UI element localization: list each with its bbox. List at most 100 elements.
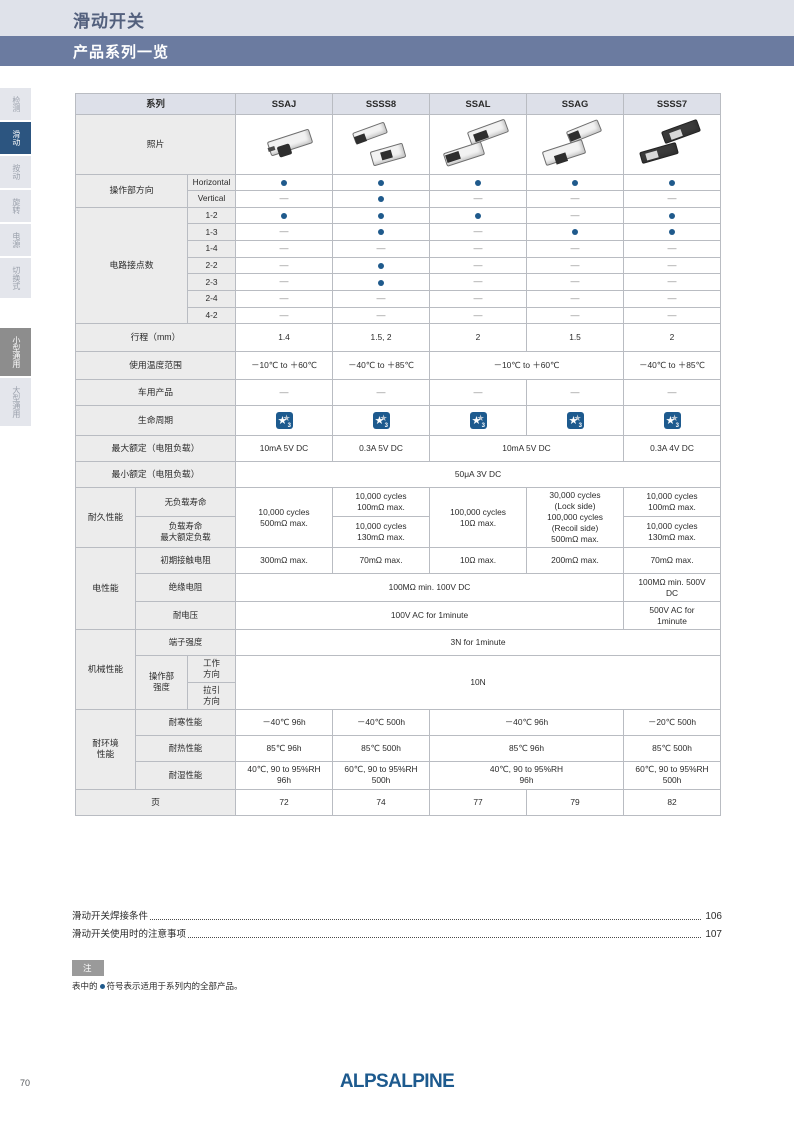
note-text-after: 符号表示适用于系列内的全部产品。 <box>106 981 243 991</box>
dash-mark: — <box>279 192 289 203</box>
cell-c23-ssss8 <box>332 273 431 292</box>
contacts-name-2-4: 2-4 <box>186 290 237 308</box>
cell-terminal-strength: 3N for 1minute <box>235 629 722 657</box>
star-lifecycle-icon: ★ ★ 3 <box>372 412 390 430</box>
cell-humidity-ssaj: 40℃, 90 to 95%RH 96h <box>235 760 334 790</box>
note-text-before: 表中的 <box>72 981 98 991</box>
stroke-row: 行程（mm） 1.4 1.5, 2 2 1.5 2 <box>74 323 722 353</box>
dash-mark: — <box>570 209 580 220</box>
dur-load-ssss7-l1: 10,000 cycles <box>646 521 698 532</box>
environment-row-cold: 耐环境 性能 耐寒性能 －40℃ 96h －40℃ 500h －40℃ 96h … <box>75 708 722 790</box>
cell-dir-h-ssss7 <box>623 174 722 191</box>
cell-lifecycle-ssss7: ★ ★ 3 <box>623 405 722 437</box>
sidebar-item-qiehuanshi[interactable]: 切换式 <box>0 258 31 298</box>
dash-mark: — <box>279 309 289 320</box>
cell-page-ssss7[interactable]: 82 <box>623 788 722 816</box>
cell-cr-ssss8: 70mΩ max. <box>332 547 431 575</box>
humidity-ssss8-l1: 60℃, 90 to 95%RH <box>344 764 418 775</box>
dash-mark: — <box>667 242 677 253</box>
star-fg-glyph: ★ <box>277 415 288 428</box>
dash-mark: — <box>570 259 580 270</box>
cell-stroke-ssal: 2 <box>429 323 528 353</box>
electrical-label: 电性能 <box>75 547 136 631</box>
star-fg-glyph: ★ <box>568 415 579 428</box>
dot-mark <box>669 229 676 236</box>
sidebar-item-andong[interactable]: 按动 <box>0 156 31 188</box>
cell-c13-ssss8 <box>332 223 431 241</box>
lifecycle-badge-number: 3 <box>481 422 486 429</box>
sidebar: 检测 滑动 按动 旋转 电源 切换式 小型通用 大型通用 <box>0 88 31 428</box>
dur-load-ssss7-l2: 130mΩ max. <box>648 532 696 543</box>
leader-dots <box>188 937 702 938</box>
series-col-ssal: SSAL <box>429 93 528 115</box>
cell-c12-ssal <box>429 206 528 225</box>
link-row-precautions[interactable]: 滑动开关使用时的注意事项 107 <box>72 926 722 940</box>
sidebar-item-jiance[interactable]: 检测 <box>0 88 31 120</box>
dot-mark <box>378 212 385 219</box>
cell-c24-ssal: — <box>429 290 528 308</box>
dash-mark: — <box>667 259 677 270</box>
dot-mark <box>378 196 385 203</box>
cell-page-ssal[interactable]: 77 <box>429 788 528 816</box>
durability-load-line2: 最大额定负载 <box>160 532 211 543</box>
durability-row-load: 负载寿命 最大额定负载 10,000 cycles 130mΩ max. 10,… <box>76 516 722 549</box>
cell-page-ssaj[interactable]: 72 <box>235 788 334 816</box>
alpsalpine-logo: ALPSALPINE <box>339 1071 455 1092</box>
temp-range-row: 使用温度范围 －10℃ to ＋60℃ －40℃ to ＋85℃ －10℃ to… <box>74 351 722 381</box>
cell-c22-ssag: — <box>526 256 625 275</box>
direction-vertical-label: Vertical <box>186 189 237 208</box>
automotive-row: 车用产品 — — — — — <box>74 379 722 407</box>
cell-c42-ssag: — <box>526 306 625 325</box>
insulation-label: 绝缘电阻 <box>134 573 237 603</box>
mechanical-row-actuator-work: 操作部 强度 工作 方向 10N <box>76 655 722 710</box>
cell-page-ssss8[interactable]: 74 <box>332 788 431 816</box>
cell-c42-ssaj: — <box>235 306 334 325</box>
dash-mark: — <box>279 242 289 253</box>
cell-page-ssag[interactable]: 79 <box>526 788 625 816</box>
dash-mark: — <box>570 242 580 253</box>
star-lifecycle-icon: ★ ★ 3 <box>275 412 293 430</box>
durability-load-line1: 负载寿命 <box>168 521 203 532</box>
durability-label: 耐久性能 <box>75 487 136 549</box>
dash-mark: — <box>376 242 386 253</box>
dur-noload-ssss8-l2: 100mΩ max. <box>357 502 405 513</box>
direction-row-horizontal: 操作部方向 Horizontal <box>75 174 722 208</box>
cell-humidity-ssal-ssag: 40℃, 90 to 95%RH 96h <box>429 760 625 790</box>
dot-mark <box>378 279 385 286</box>
cell-durability-ssag: 30,000 cycles (Lock side) 100,000 cycles… <box>526 487 625 549</box>
dot-mark <box>99 984 105 990</box>
contacts-label: 电路接点数 <box>75 206 188 325</box>
star-fg-glyph: ★ <box>374 415 385 428</box>
contacts-name-2-2: 2-2 <box>186 256 237 275</box>
cell-insulation-ssss7: 100MΩ min. 500V DC <box>623 573 722 603</box>
sidebar-item-huadong[interactable]: 滑动 <box>0 122 31 154</box>
cell-insulation-main: 100MΩ min. 100V DC <box>235 573 625 603</box>
product-spec-table: 系列 SSAJ SSSS8 SSAL SSAG SSSS7 照片 <box>74 93 722 816</box>
contacts-row-2-2: 2-2 — — — — <box>76 256 722 275</box>
lifecycle-row: 生命周期 ★ ★ 3 ★ ★ 3 ★ ★ 3 ★ ★ <box>74 405 722 437</box>
page-subtitle: 产品系列一览 <box>73 44 170 61</box>
photo-label: 照片 <box>74 114 237 175</box>
note-badge: 注 <box>72 960 104 976</box>
sidebar-item-xiaoxingtongyong[interactable]: 小型通用 <box>0 328 31 376</box>
contacts-name-4-2: 4-2 <box>186 306 237 325</box>
actuator-work-direction-label: 工作 方向 <box>186 655 237 683</box>
contacts-name-1-4: 1-4 <box>186 239 237 258</box>
sidebar-item-dianyuan[interactable]: 电源 <box>0 224 31 256</box>
direction-horizontal-label: Horizontal <box>186 174 237 191</box>
link-row-soldering[interactable]: 滑动开关焊接条件 106 <box>72 908 722 922</box>
dash-mark: — <box>667 309 677 320</box>
note-block: 注 表中的 符号表示适用于系列内的全部产品。 <box>72 958 243 992</box>
humidity-ssaj-l2: 96h <box>277 775 291 786</box>
series-col-ssag: SSAG <box>526 93 625 115</box>
cell-cold-ssss7: －20℃ 500h <box>623 708 722 736</box>
star-fg-glyph: ★ <box>471 415 482 428</box>
star-lifecycle-icon: ★ ★ 3 <box>469 412 487 430</box>
contact-resistance-label: 初期接触电阻 <box>134 547 237 575</box>
durability-noload-label: 无负载寿命 <box>134 487 237 518</box>
durability-ssag-l3: 100,000 cycles <box>547 512 603 523</box>
sidebar-item-xuanzhuan[interactable]: 旋转 <box>0 190 31 222</box>
sidebar-item-daxingtongyong[interactable]: 大型通用 <box>0 378 31 426</box>
cell-c13-ssal: — <box>429 223 528 241</box>
lifecycle-badge-number: 3 <box>578 422 583 429</box>
